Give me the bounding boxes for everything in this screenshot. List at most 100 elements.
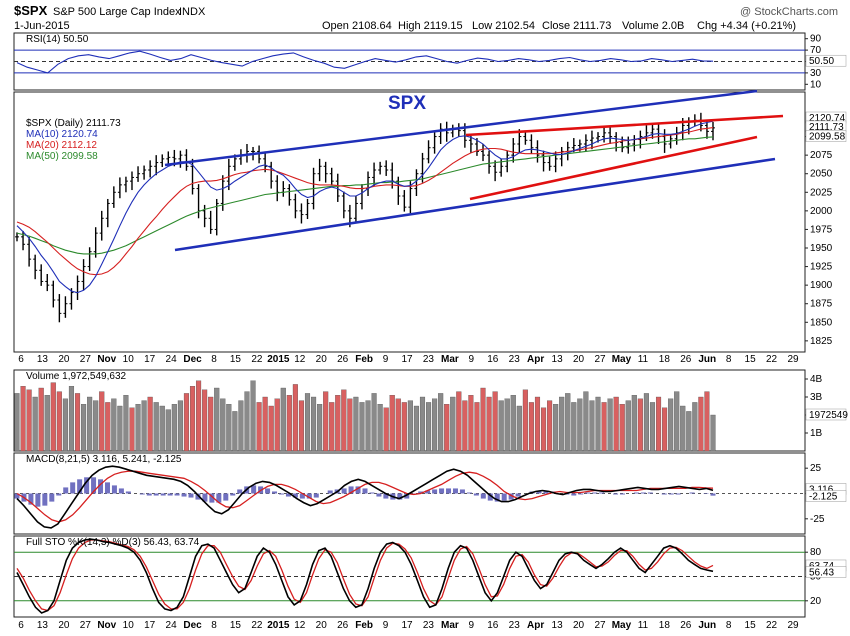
volume-bar [177,400,183,452]
y-tick-label: 1950 [810,243,833,254]
y-tick-label: -25 [810,514,825,525]
sto-d-line [16,539,714,612]
ma50-value-label-box [805,130,847,142]
x-axis-label: 23 [423,354,435,365]
macd-histogram-bar [292,493,298,498]
volume-bar [165,409,171,452]
volume-bar [202,389,208,452]
macd-histogram-bar [446,488,452,494]
macd-histogram-bar [571,493,577,496]
sto-k-value-label: 56.43 [809,567,834,578]
x-axis-label: 16 [487,620,499,631]
volume-bar [383,407,389,452]
macd-histogram-bar [251,485,257,494]
x-axis-label: 9 [383,620,389,631]
macd-histogram-bar [28,493,34,505]
macd-histogram-bar [425,490,431,494]
x-axis-label: 26 [337,620,349,631]
macd-histogram-bar [432,489,438,494]
volume-bar [81,404,87,452]
volume-bar [559,396,565,452]
macd-histogram-bar [327,490,333,494]
macd-histogram-bar [647,492,653,494]
x-axis-label: 15 [745,620,757,631]
chart-symbol: $SPX [14,3,48,18]
x-axis-label: 13 [552,354,564,365]
macd-histogram-bar [84,477,90,494]
macd-histogram-bar [362,488,368,494]
x-axis-label: 27 [80,620,92,631]
x-axis-label: 29 [787,620,799,631]
x-axis-label: 15 [230,620,242,631]
y-tick-label: 1850 [810,317,833,328]
volume-bar [274,398,280,452]
x-axis-label: 16 [487,354,499,365]
macd-histogram-bar [439,488,445,494]
macd-histogram-bar [49,493,55,502]
x-axis-label: 10 [123,354,135,365]
volume-bar [365,400,371,452]
volume-bar [698,396,704,452]
y-tick-label: 1925 [810,262,833,273]
macd-histogram-bar [668,493,674,495]
volume-bar [704,391,710,452]
volume-bar [516,405,522,452]
volume-bar [298,400,305,452]
volume-bar [87,396,93,452]
macd-histogram-bar [223,493,229,501]
volume-bar [474,402,480,452]
x-axis-label: 20 [573,354,585,365]
macd-histogram-bar [675,493,681,495]
volume-bar [571,402,577,452]
price-legend: $SPX (Daily) 2111.73 [26,118,121,129]
volume-bar [419,396,426,452]
x-axis-label: 13 [552,620,564,631]
macd-histogram-bar [689,492,695,494]
macd-histogram-bar [174,493,180,496]
macd-histogram-bar [599,492,605,494]
macd-histogram-bar [501,493,507,501]
volume-bar [171,404,177,452]
volume-bar [577,398,583,452]
x-axis-label: 8 [211,354,217,365]
volume-bar [432,398,438,452]
macd-histogram-bar [195,493,201,500]
x-axis-label: 18 [659,354,671,365]
x-axis-label: Dec [183,354,202,365]
macd-histogram-bar [237,489,243,494]
macd-histogram-bar [536,490,542,494]
volume-bar [268,405,274,452]
chart-plots: 50.502120.742111.732099.5819725493.116-2… [14,49,848,614]
watermark: @ StockCharts.com [740,6,838,18]
volume-bar [492,391,498,452]
ma50-line [16,136,714,255]
volume-bar [335,395,341,452]
x-axis-label: 12 [294,620,306,631]
macd-histogram-bar [543,490,549,494]
volume-bar [510,395,516,452]
macd-histogram-bar [661,493,667,495]
volume-bar [522,389,528,452]
volume-bar [93,400,99,452]
volume-bar [528,402,534,452]
volume-bar [50,382,56,452]
volume-bar [32,396,38,452]
y-tick-label: 4B [810,374,823,385]
y-tick-label: 1825 [810,336,833,347]
volume-bar [232,411,238,452]
x-axis-label: 9 [383,354,389,365]
macd-histogram-bar [216,493,222,503]
macd-histogram-bar [341,488,347,494]
x-axis-label: 15 [745,354,757,365]
macd-histogram-bar [56,493,62,496]
macd-histogram-bar [592,492,598,494]
x-axis-label: 27 [594,620,606,631]
volume-bar [395,398,401,452]
volume-bar [135,404,141,452]
macd-hist-value-label: -2.125 [809,492,838,503]
volume-bar [498,400,504,452]
x-axis-label: 22 [251,354,263,365]
volume-bar [668,398,674,452]
x-axis-label: 10 [123,620,135,631]
macd-histogram-bar [508,493,514,500]
